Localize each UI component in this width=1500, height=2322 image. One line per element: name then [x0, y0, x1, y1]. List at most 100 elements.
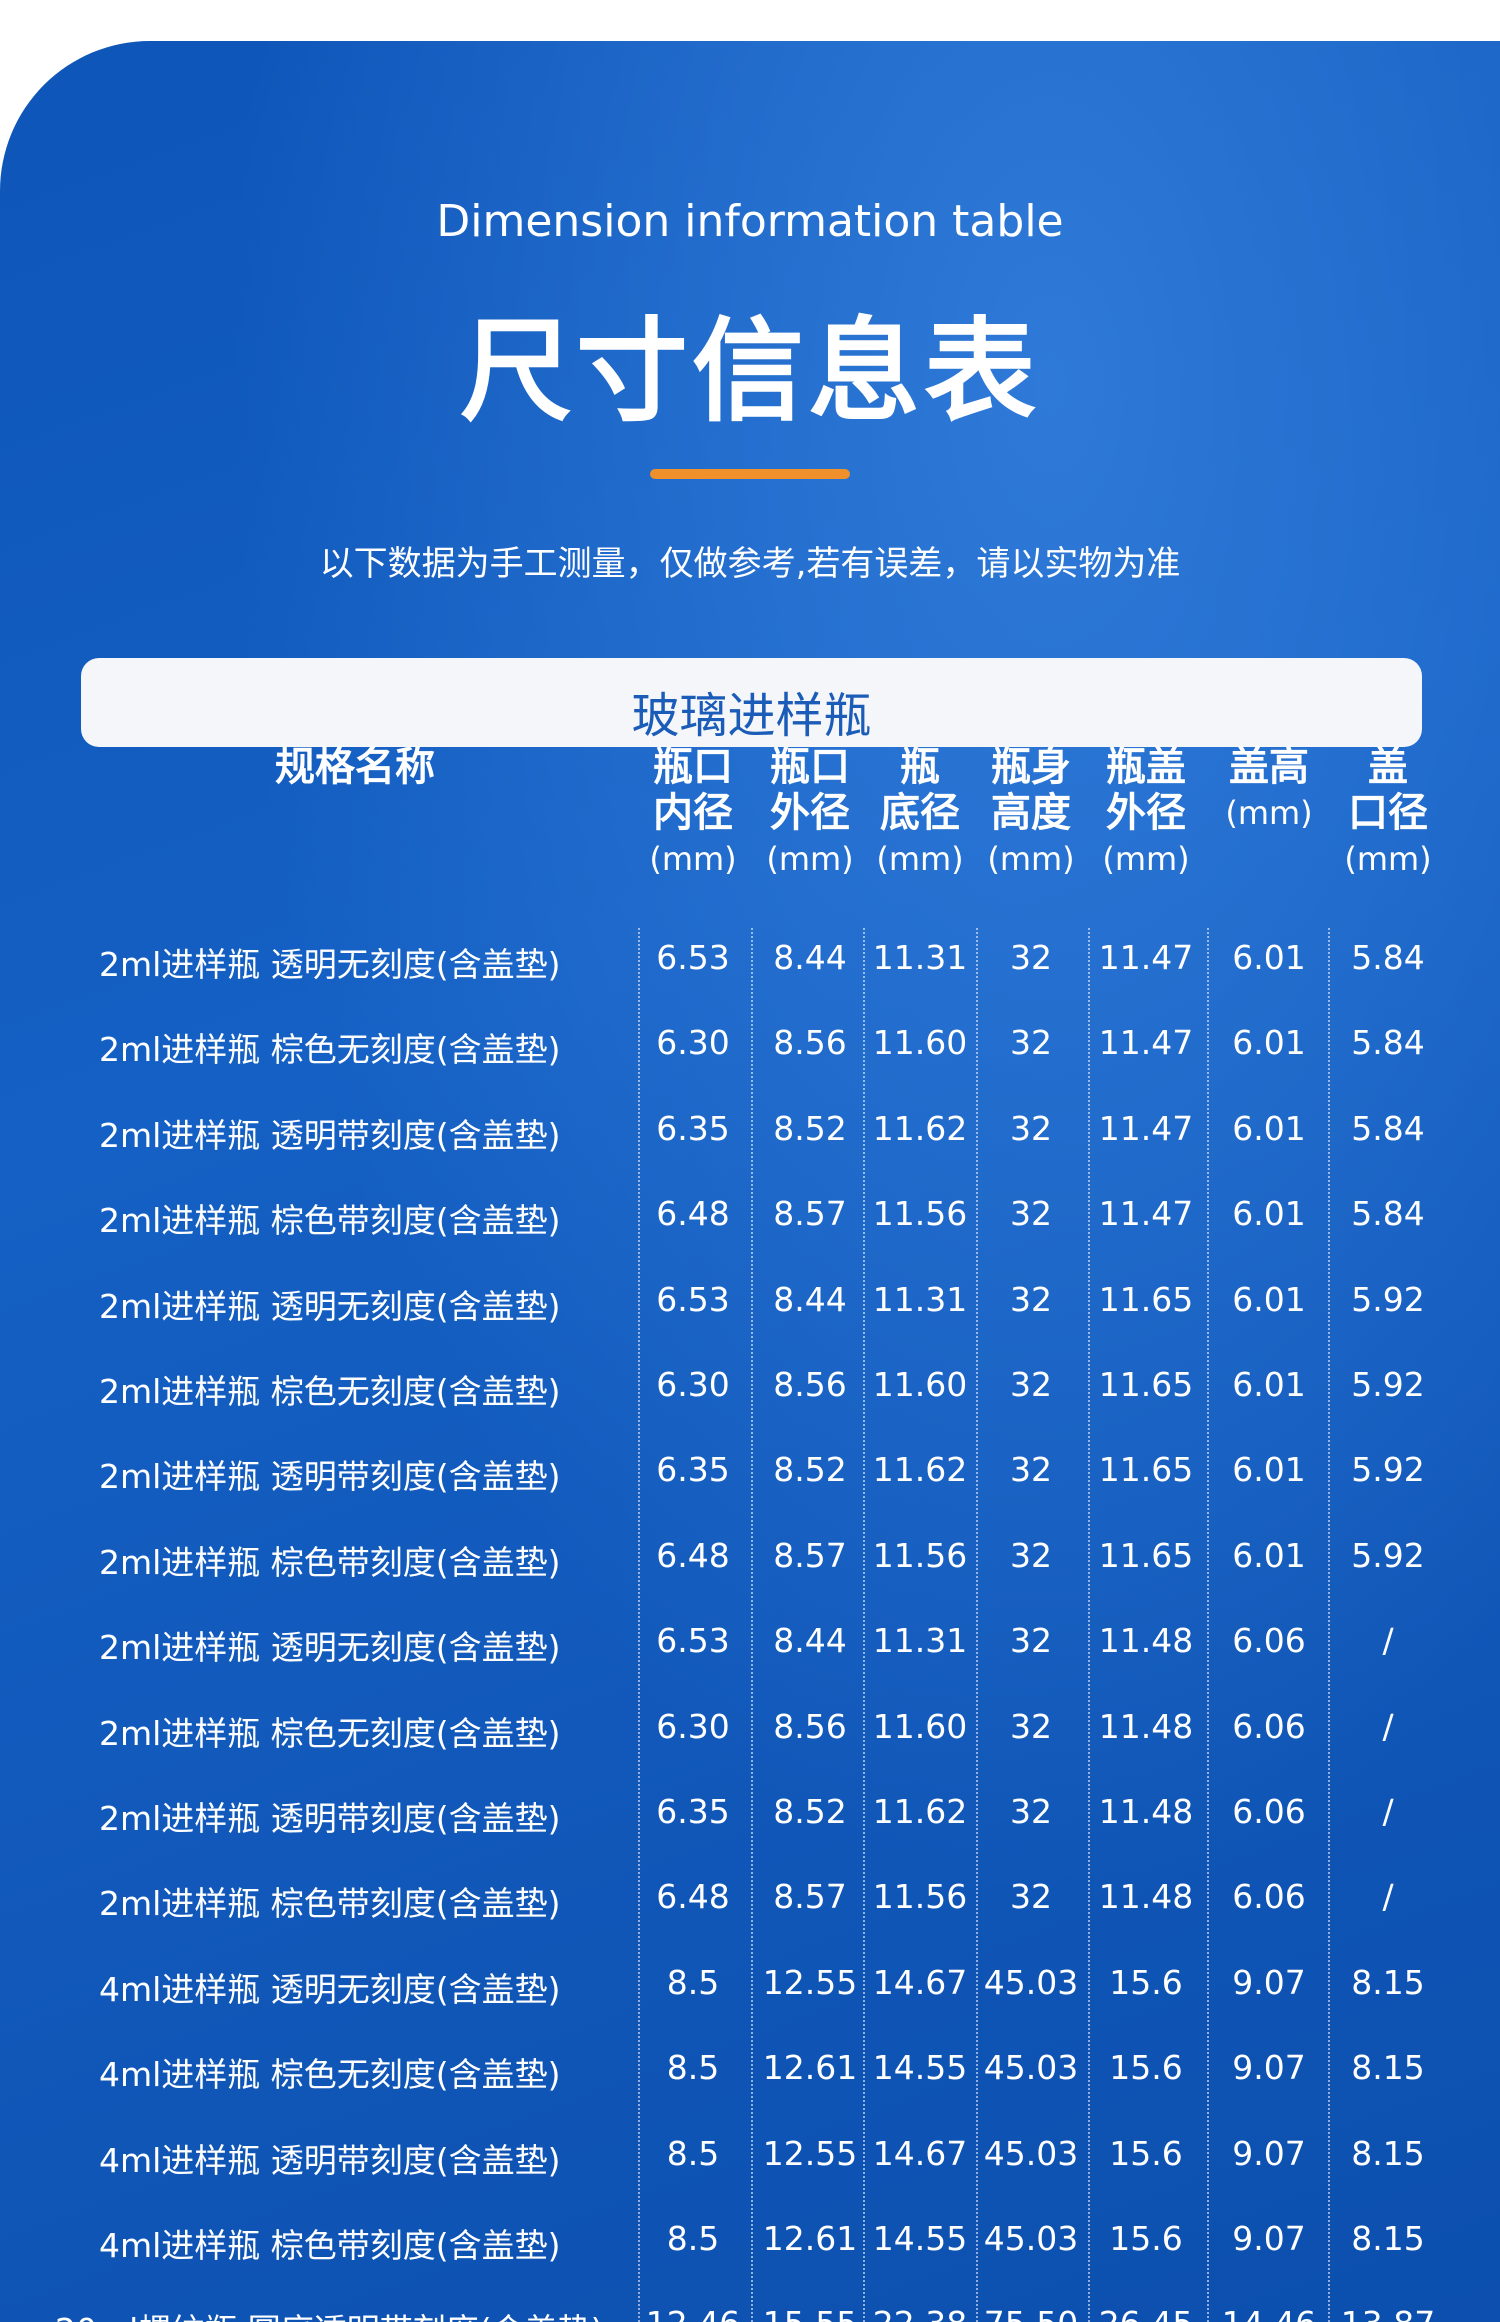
cell-value: 32 [1010, 1365, 1052, 1404]
spec-name: 4ml进样瓶 透明带刻度(含盖垫) [99, 2140, 561, 2180]
cell-value: 11.65 [1098, 1365, 1194, 1404]
column-header: 瓶盖 外径 (mm) [1087, 744, 1205, 882]
cell-value: 9.07 [1232, 1962, 1306, 2002]
header-line: 瓶口 [653, 744, 733, 790]
cell-value: 5.92 [1351, 1279, 1425, 1319]
cell-value: 75.50 [961, 2304, 1101, 2322]
spec-name: 4ml进样瓶 棕色带刻度(含盖垫) [99, 2226, 561, 2265]
cell-value: 8.56 [773, 1023, 847, 1063]
cell-value: 12.46 [623, 2304, 763, 2322]
cell-value: 15.55 [740, 2304, 880, 2322]
cell-value: / [1382, 1706, 1394, 1746]
cell-value: 32 [1010, 1108, 1052, 1148]
cell-value: 5.84 [1351, 1108, 1425, 1148]
cell-value: 11.48 [1098, 1621, 1194, 1661]
column-separator [1328, 928, 1330, 2322]
column-separator [638, 928, 640, 2322]
cell-value: / [1382, 1877, 1394, 1917]
cell-value: 8.56 [773, 1365, 847, 1404]
cell-value: 8.57 [773, 1535, 847, 1575]
subtitle-en: Dimension information table [436, 196, 1064, 247]
header-line: 瓶盖 [1106, 744, 1186, 790]
header-line: 外径 [770, 790, 850, 836]
cell-value: 11.31 [872, 938, 968, 977]
spec-name: 4ml进样瓶 透明无刻度(含盖垫) [99, 1969, 561, 2009]
cell-value: 11.62 [872, 1108, 968, 1148]
cell-value: 8.15 [1351, 2219, 1425, 2258]
cell-value: 32 [1010, 1535, 1052, 1575]
header-line: 高度 [991, 790, 1071, 836]
cell-value: 12.55 [762, 2133, 858, 2173]
cell-value: 11.65 [1098, 1279, 1194, 1319]
cell-value: 6.53 [656, 938, 730, 977]
cell-value: 32 [1010, 1706, 1052, 1746]
cell-value: 6.35 [656, 1792, 730, 1831]
cell-value: 15.6 [1109, 2219, 1183, 2258]
cell-value: 12.61 [762, 2048, 858, 2088]
title: 尺寸信息表 [460, 307, 1040, 437]
cell-value: 45.03 [983, 2048, 1079, 2088]
header-line: (mm) [1344, 840, 1432, 878]
cell-value: 11.47 [1098, 938, 1194, 977]
cell-value: 11.60 [872, 1365, 968, 1404]
cell-value: 8.15 [1351, 1962, 1425, 2002]
cell-value: 14.55 [872, 2048, 968, 2088]
cell-value: 8.5 [666, 2133, 720, 2173]
cell-value: 6.30 [656, 1023, 730, 1063]
spec-name: 4ml进样瓶 棕色无刻度(含盖垫) [99, 2055, 561, 2095]
cell-value: 13.87 [1318, 2304, 1458, 2322]
cell-value: 32 [1010, 938, 1052, 977]
column-header: 瓶身 高度 (mm) [975, 744, 1087, 882]
spec-name: 2ml进样瓶 透明带刻度(含盖垫) [99, 1799, 561, 1838]
cell-value: 6.01 [1232, 1194, 1306, 1234]
spec-name: 2ml进样瓶 透明带刻度(含盖垫) [99, 1457, 561, 1497]
cell-value: 11.31 [872, 1621, 968, 1661]
cell-value: 8.57 [773, 1194, 847, 1234]
cell-value: 32 [1010, 1621, 1052, 1661]
cell-value: 8.52 [773, 1792, 847, 1831]
cell-value: 5.92 [1351, 1450, 1425, 1490]
header-line: (mm) [1102, 840, 1190, 878]
cell-value: 6.01 [1232, 1535, 1306, 1575]
cell-value: 32 [1010, 1279, 1052, 1319]
spec-name: 2ml进样瓶 棕色带刻度(含盖垫) [99, 1884, 561, 1924]
header-line: (mm) [766, 840, 854, 878]
cell-value: 11.47 [1098, 1194, 1194, 1234]
header-line: 盖 [1368, 744, 1408, 790]
cell-value: 11.48 [1098, 1792, 1194, 1831]
spec-name: 2ml进样瓶 透明无刻度(含盖垫) [99, 1628, 561, 1668]
column-separator [1088, 928, 1090, 2322]
header-line: (mm) [649, 840, 737, 878]
cell-value: 14.46 [1199, 2304, 1339, 2322]
cell-value: 5.92 [1351, 1535, 1425, 1575]
cell-value: 6.01 [1232, 1279, 1306, 1319]
cell-value: 5.84 [1351, 1194, 1425, 1234]
spec-name: 2ml进样瓶 棕色无刻度(含盖垫) [99, 1372, 561, 1411]
cell-value: 8.44 [773, 938, 847, 977]
header-line: (mm) [1225, 794, 1313, 832]
section-title: 玻璃进样瓶 [631, 688, 872, 744]
cell-value: 6.53 [656, 1621, 730, 1661]
cell-value: 6.48 [656, 1877, 730, 1917]
cell-value: 6.06 [1232, 1621, 1306, 1661]
cell-value: 11.56 [872, 1535, 968, 1575]
cell-value: 6.06 [1232, 1792, 1306, 1831]
cell-value: 15.6 [1109, 2133, 1183, 2173]
cell-value: / [1382, 1792, 1394, 1831]
cell-value: 6.01 [1232, 938, 1306, 977]
cell-value: 32 [1010, 1877, 1052, 1917]
cell-value: 8.15 [1351, 2048, 1425, 2088]
cell-value: 8.15 [1351, 2133, 1425, 2173]
cell-value: 9.07 [1232, 2133, 1306, 2173]
cell-value: 11.65 [1098, 1450, 1194, 1490]
spec-name: 2ml进样瓶 透明无刻度(含盖垫) [99, 945, 561, 984]
column-header: 瓶口 外径 (mm) [754, 744, 866, 882]
column-separator [976, 928, 978, 2322]
cell-value: 14.55 [872, 2219, 968, 2258]
cell-value: 5.84 [1351, 938, 1425, 977]
column-header: 瓶底径 (mm) [864, 744, 976, 882]
cell-value: 14.67 [872, 2133, 968, 2173]
column-separator [1207, 928, 1209, 2322]
cell-value: 6.53 [656, 1279, 730, 1319]
